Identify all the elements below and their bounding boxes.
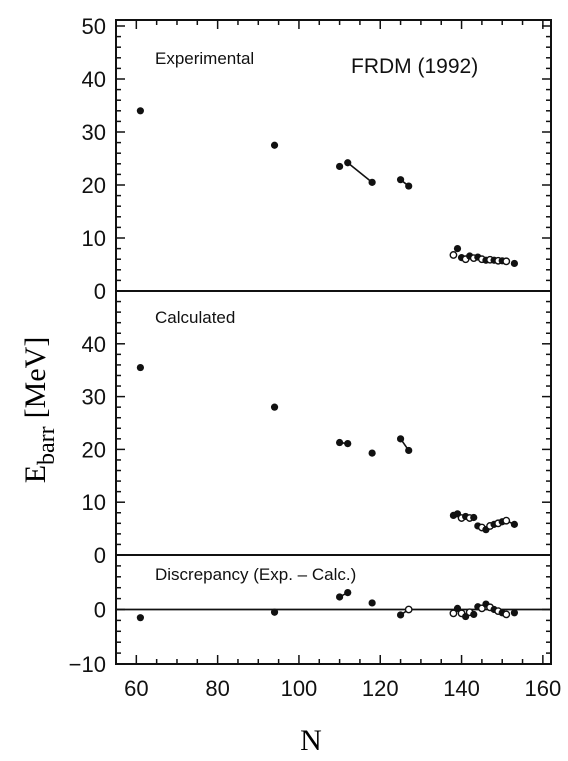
y-axis-title: Ebarr [MeV] <box>19 337 60 484</box>
panel-label: Calculated <box>155 308 235 327</box>
y-tick-label: 30 <box>82 120 106 145</box>
svg-text:Ebarr[MeV]: Ebarr [MeV] <box>19 337 60 484</box>
data-point-filled <box>368 178 376 186</box>
panel-label: Experimental <box>155 49 254 68</box>
y-axis-title-subscript: barr <box>34 426 60 465</box>
data-point-filled <box>344 159 352 167</box>
data-point-filled <box>470 610 478 619</box>
y-tick-label: 30 <box>82 385 106 410</box>
x-tick-label: 120 <box>362 676 399 701</box>
x-tick-label: 60 <box>124 676 148 701</box>
data-point-open <box>502 257 511 266</box>
data-point-filled <box>510 609 519 617</box>
data-point-filled <box>344 589 352 597</box>
data-point-filled <box>396 176 405 184</box>
panel-label: Discrepancy (Exp. – Calc.) <box>155 565 356 584</box>
data-point-filled <box>270 403 279 411</box>
y-tick-label: 20 <box>82 437 106 462</box>
data-point-filled <box>335 162 344 171</box>
y-axis-title-unit: [MeV] <box>19 337 52 419</box>
plot-frame <box>115 19 552 665</box>
panel-1: 50 40 30 20 10 0 Experimental <box>82 14 551 304</box>
data-point-open <box>449 251 458 259</box>
data-point-open <box>477 604 486 613</box>
y-tick-label: 0 <box>94 598 106 623</box>
x-tick-label: 140 <box>443 676 480 701</box>
data-point-filled <box>335 593 344 601</box>
data-point-filled <box>470 513 478 522</box>
data-point-filled <box>405 446 413 455</box>
data-point-filled <box>335 438 344 447</box>
data-point-filled <box>270 608 279 616</box>
data-point-filled <box>136 614 144 622</box>
y-tick-label: 0 <box>94 543 106 568</box>
x-tick-label: 80 <box>205 676 229 701</box>
x-tick-label: 160 <box>525 676 562 701</box>
data-point-filled <box>136 107 144 115</box>
y-tick-label: 10 <box>82 490 106 515</box>
y-axis-title-main: E <box>19 465 52 483</box>
data-point-filled <box>453 245 462 253</box>
data-point-filled <box>396 611 405 619</box>
data-point-open <box>449 609 458 618</box>
data-point-filled <box>510 259 519 268</box>
x-axis: 60 80 100 120 140 160 <box>124 20 561 701</box>
panels-layer: 50 40 30 20 10 0 Experimental 40 30 20 10 0 Calculat… <box>69 14 552 677</box>
y-tick-label: 20 <box>82 173 106 198</box>
y-tick-label: 40 <box>82 332 106 357</box>
y-tick-label: 50 <box>82 14 106 39</box>
data-point-filled <box>396 435 405 443</box>
panel-2: 40 30 20 10 0 Calculated <box>82 290 551 568</box>
data-point-filled <box>270 141 279 149</box>
data-point-filled <box>368 449 376 457</box>
y-tick-label: 0 <box>94 279 106 304</box>
connector-line <box>347 162 373 183</box>
x-tick-label: 100 <box>281 676 318 701</box>
data-point-filled <box>344 439 352 448</box>
data-point-open <box>502 516 511 525</box>
frdm-annotation: FRDM (1992) <box>351 55 478 78</box>
data-point-filled <box>136 363 144 372</box>
y-tick-label: 10 <box>82 226 106 251</box>
x-axis-title: N <box>300 724 322 757</box>
data-point-filled <box>510 520 519 528</box>
panel-3: 0 −10 Discrepancy (Exp. – Calc.) <box>69 554 551 677</box>
data-point-open <box>502 610 511 619</box>
y-tick-label: 40 <box>82 67 106 92</box>
data-point-filled <box>405 182 413 190</box>
y-tick-label: −10 <box>69 652 106 677</box>
data-point-open <box>404 605 413 614</box>
data-point-filled <box>368 599 376 607</box>
